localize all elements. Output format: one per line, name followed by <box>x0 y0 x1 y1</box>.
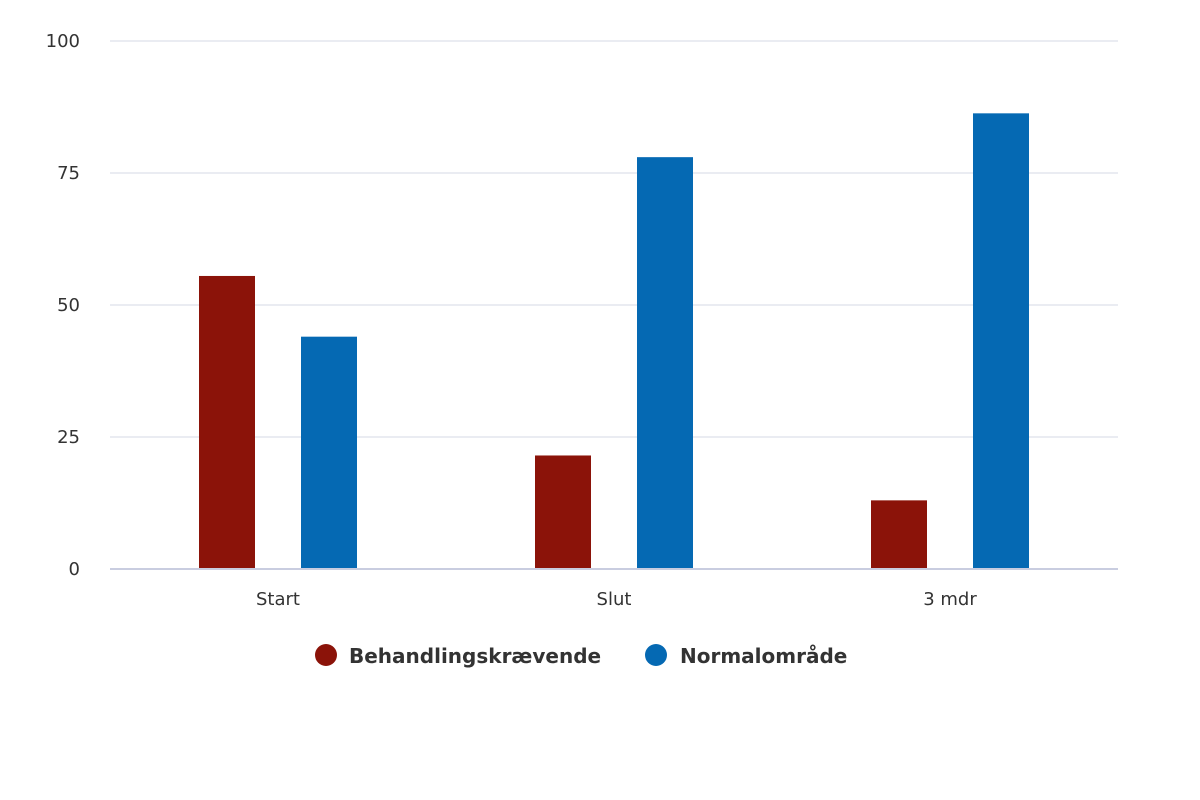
legend-marker <box>645 644 667 666</box>
y-tick-label: 50 <box>57 295 80 316</box>
x-tick-label: 3 mdr <box>923 589 977 610</box>
bar-normalomraade <box>301 336 357 569</box>
x-axis-ticks: Start Slut 3 mdr <box>256 589 977 610</box>
bar-behandlingskraevende <box>535 455 591 569</box>
y-axis-ticks: 0 25 50 75 100 <box>46 31 80 580</box>
x-tick-label: Slut <box>597 589 632 610</box>
legend-label: Normalområde <box>680 644 847 668</box>
legend-marker <box>315 644 337 666</box>
bar-behandlingskraevende <box>199 275 255 569</box>
bars <box>199 113 1029 569</box>
bar-behandlingskraevende <box>871 500 927 569</box>
legend-label: Behandlingskrævende <box>349 644 601 668</box>
bar-normalomraade <box>637 157 693 569</box>
legend-item: Behandlingskrævende <box>315 644 601 668</box>
bar-normalomraade <box>973 113 1029 569</box>
y-tick-label: 75 <box>57 163 80 184</box>
gridlines <box>110 40 1118 438</box>
legend: Behandlingskrævende Normalområde <box>315 644 847 668</box>
x-tick-label: Start <box>256 589 300 610</box>
legend-item: Normalområde <box>645 644 847 668</box>
y-tick-label: 0 <box>69 559 80 580</box>
y-tick-label: 100 <box>46 31 80 52</box>
y-tick-label: 25 <box>57 427 80 448</box>
